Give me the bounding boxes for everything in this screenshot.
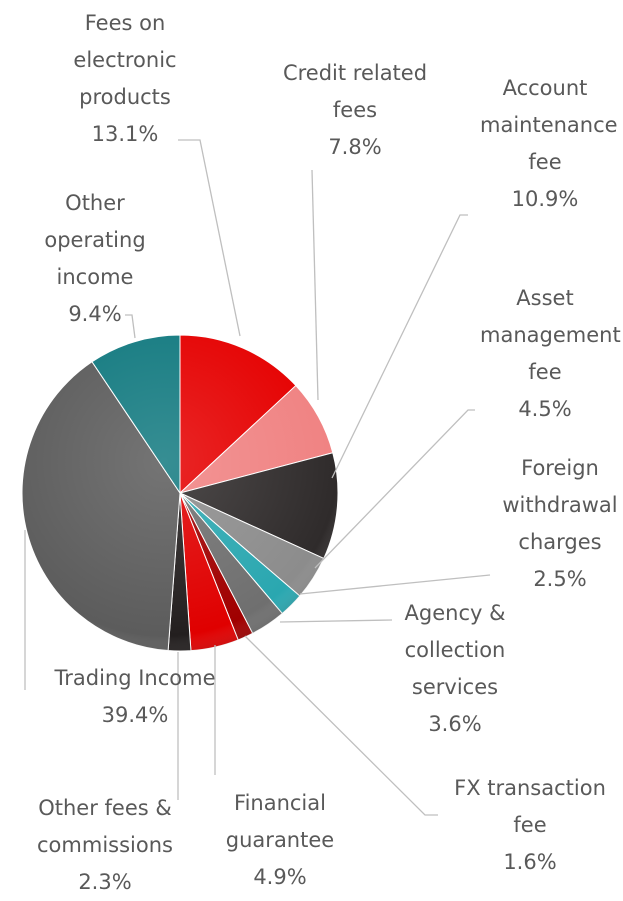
category-name: Asset management fee [480,286,621,384]
slice-label: Agency & collection services 3.6% [385,595,525,743]
category-name: Trading Income [54,666,216,690]
value-label: 9.4% [68,302,122,326]
value-label: 1.6% [503,850,557,874]
slice-label: Fees on electronic products 13.1% [55,5,195,153]
leader-line [178,139,241,337]
value-label: 4.5% [518,397,572,421]
category-name: Fees on electronic products [73,11,177,109]
category-name: Other fees & commissions [37,796,173,857]
leader-line [299,574,491,595]
category-name: Agency & collection services [404,601,506,699]
category-name: Credit related fees [282,61,428,122]
slice-label: Foreign withdrawal charges 2.5% [470,450,623,598]
slice-label: Other fees & commissions 2.3% [15,790,195,901]
value-label: 13.1% [91,122,159,146]
leader-line [125,314,136,339]
slice-label: Other operating income 9.4% [25,185,165,333]
slice-label: Account maintenance fee 10.9% [480,70,618,218]
leader-line [331,214,468,479]
slice-label: Financial guarantee 4.9% [210,785,350,896]
category-name: Financial guarantee [225,791,335,852]
slice-label: Trading Income 39.4% [45,660,225,734]
value-label: 10.9% [511,187,579,211]
leader-line [279,619,393,623]
value-label: 2.3% [78,870,132,894]
value-label: 2.5% [533,567,587,591]
slice-label: FX transaction fee 1.6% [440,770,620,881]
leader-line [314,409,475,569]
category-name: Account maintenance fee [480,76,618,174]
value-label: 7.8% [328,135,382,159]
leader-line [311,169,319,401]
category-name: Foreign withdrawal charges [502,456,618,554]
value-label: 4.9% [253,865,307,889]
category-name: Other operating income [44,191,146,289]
slice-label: Credit related fees 7.8% [265,55,445,166]
category-name: FX transaction fee [454,776,606,837]
leader-line [244,635,438,816]
slice-label: Asset management fee 4.5% [480,280,621,428]
value-label: 3.6% [428,712,482,736]
value-label: 39.4% [101,703,169,727]
